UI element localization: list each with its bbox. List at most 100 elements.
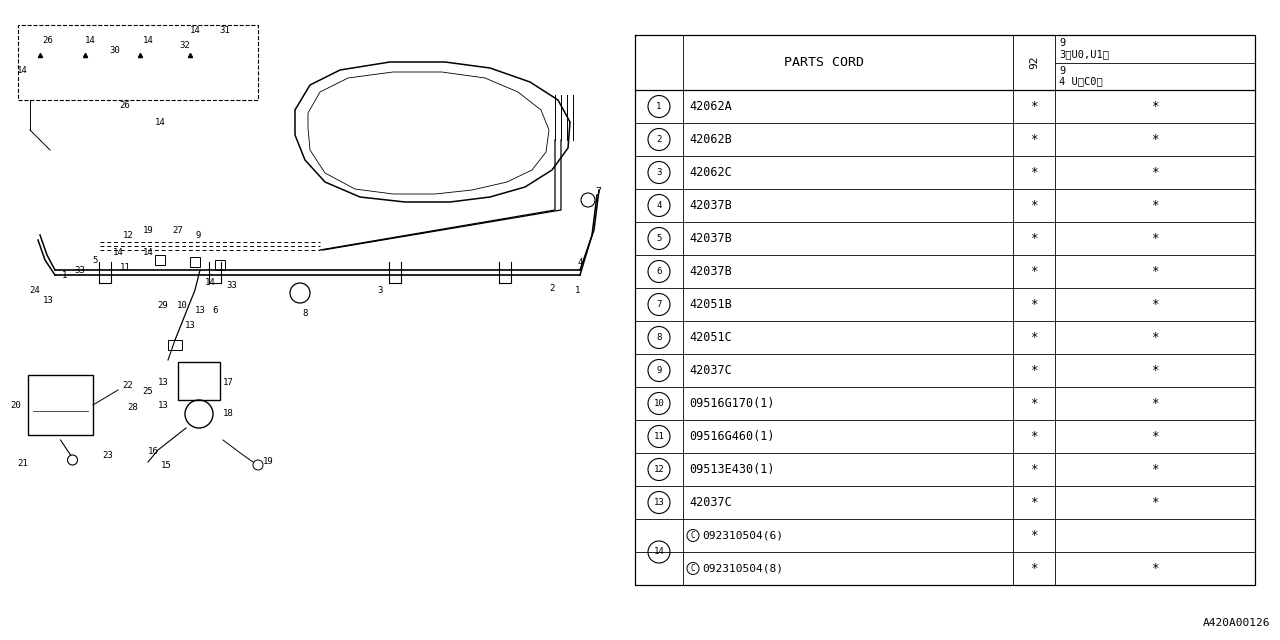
Text: *: * [1030,133,1038,146]
Text: *: * [1030,397,1038,410]
Text: 31: 31 [220,26,230,35]
Text: *: * [1151,463,1158,476]
Text: *: * [1030,364,1038,377]
Text: 30: 30 [110,45,120,54]
Bar [155,255,165,265]
Text: 27: 27 [173,225,183,234]
Text: 14: 14 [205,278,215,287]
Text: *: * [1151,265,1158,278]
Text: 33: 33 [74,266,86,275]
Bar [215,260,225,270]
Text: C: C [691,531,695,540]
Text: 42037B: 42037B [689,199,732,212]
Text: C: C [691,564,695,573]
Bar [18,25,259,100]
Text: 9: 9 [657,366,662,375]
Text: 32: 32 [179,40,191,49]
Text: 29: 29 [157,301,169,310]
Text: 13: 13 [42,296,54,305]
Text: *: * [1030,529,1038,542]
Text: 7: 7 [595,187,600,197]
Text: 3: 3 [657,168,662,177]
Text: 28: 28 [128,403,138,412]
Text: *: * [1030,562,1038,575]
Text: 3: 3 [378,285,383,294]
Text: 6: 6 [212,305,218,314]
Text: 8: 8 [302,308,307,317]
Text: 092310504(8): 092310504(8) [701,563,783,573]
Text: 092310504(6): 092310504(6) [701,531,783,541]
Text: 42051B: 42051B [689,298,732,311]
Text: 42062A: 42062A [689,100,732,113]
Text: *: * [1030,199,1038,212]
Text: *: * [1151,397,1158,410]
Text: 16: 16 [147,447,159,456]
Bar [168,340,182,350]
Text: PARTS CORD: PARTS CORD [785,56,864,69]
Text: *: * [1151,298,1158,311]
Text: 10: 10 [654,399,664,408]
Text: *: * [1030,265,1038,278]
Text: *: * [1030,430,1038,443]
Text: *: * [1151,430,1158,443]
Text: 1: 1 [575,285,581,294]
Text: *: * [1030,100,1038,113]
Text: 8: 8 [657,333,662,342]
Text: 09516G460(1): 09516G460(1) [689,430,774,443]
Text: 14: 14 [142,35,154,45]
Bar [28,375,93,435]
Text: 4: 4 [577,257,582,266]
Text: 13: 13 [184,321,196,330]
Text: *: * [1151,133,1158,146]
Text: 14: 14 [17,65,27,74]
Text: 2: 2 [657,135,662,144]
Text: 13: 13 [157,401,169,410]
Text: 9: 9 [196,230,201,239]
Text: 42051C: 42051C [689,331,732,344]
Text: 42062B: 42062B [689,133,732,146]
Text: 42037B: 42037B [689,232,732,245]
Text: *: * [1151,496,1158,509]
Text: 10: 10 [177,301,187,310]
Text: 24: 24 [29,285,41,294]
Text: 19: 19 [262,458,274,467]
Text: *: * [1151,364,1158,377]
Text: 14: 14 [155,118,165,127]
Text: 13: 13 [654,498,664,507]
Text: *: * [1151,199,1158,212]
Text: 17: 17 [223,378,233,387]
Text: 11: 11 [119,262,131,271]
Text: *: * [1151,166,1158,179]
Text: 4: 4 [657,201,662,210]
Text: 6: 6 [657,267,662,276]
Text: 20: 20 [10,401,22,410]
Text: 42062C: 42062C [689,166,732,179]
Text: 14: 14 [142,248,154,257]
Text: *: * [1151,100,1158,113]
Text: 14: 14 [113,248,123,257]
Text: 25: 25 [142,387,154,397]
Text: A420A00126: A420A00126 [1202,618,1270,628]
Text: 42037C: 42037C [689,496,732,509]
Text: 13: 13 [195,305,205,314]
Text: 23: 23 [102,451,114,460]
Bar [178,362,220,400]
Text: 42037B: 42037B [689,265,732,278]
Text: 92: 92 [1029,56,1039,69]
Text: *: * [1030,331,1038,344]
Text: *: * [1151,232,1158,245]
Text: 21: 21 [18,458,28,467]
Text: 9
4 U〈C0〉: 9 4 U〈C0〉 [1059,66,1103,86]
Text: 1: 1 [63,271,68,280]
Text: *: * [1151,331,1158,344]
Text: 14: 14 [654,547,664,557]
Text: 09516G170(1): 09516G170(1) [689,397,774,410]
Text: *: * [1030,166,1038,179]
Text: 09513E430(1): 09513E430(1) [689,463,774,476]
Bar [189,257,200,267]
Text: 13: 13 [157,378,169,387]
Text: *: * [1151,562,1158,575]
Text: 42037C: 42037C [689,364,732,377]
Text: *: * [1030,463,1038,476]
Text: 14: 14 [189,26,201,35]
